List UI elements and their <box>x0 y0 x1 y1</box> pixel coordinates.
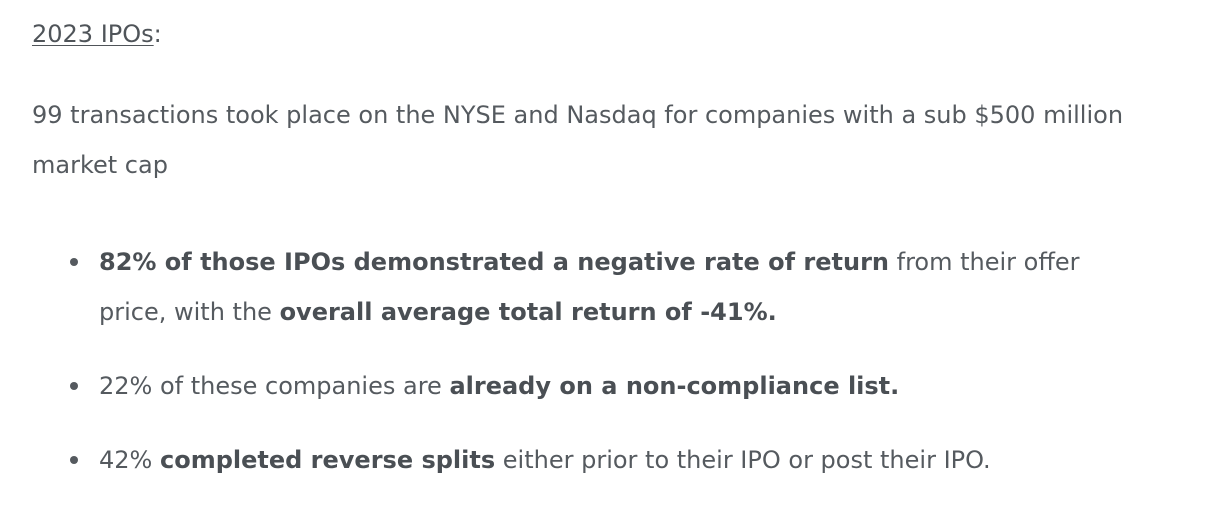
bullet-dot <box>70 258 78 266</box>
list-item: 22% of these companies are already on a … <box>32 361 1152 411</box>
bullet-dot <box>70 456 78 464</box>
body-text: 42% <box>99 446 160 474</box>
body-text: either prior to their IPO or post their … <box>495 446 991 474</box>
bold-text: completed reverse splits <box>159 446 496 474</box>
bullet-dot <box>70 382 78 390</box>
intro-paragraph: 99 transactions took place on the NYSE a… <box>32 101 1124 179</box>
body-text: from their offer price, with the <box>99 248 1080 326</box>
ipo-stats-list: 82% of those IPOs demonstrated a negativ… <box>32 237 1152 509</box>
bold-text: 82% of those IPOs demonstrated a negativ… <box>99 248 890 276</box>
section-heading: 2023 IPOs: <box>32 17 162 51</box>
body-text: 22% of these companies are <box>99 372 450 400</box>
section-title-colon: : <box>153 20 162 48</box>
section-title: 2023 IPOs <box>32 20 154 48</box>
bold-text: overall average total return of -41%. <box>279 298 777 326</box>
list-item: 42% completed reverse splits either prio… <box>32 435 1152 485</box>
bold-text: already on a non-compliance list. <box>449 372 900 400</box>
list-item: 82% of those IPOs demonstrated a negativ… <box>32 237 1152 337</box>
